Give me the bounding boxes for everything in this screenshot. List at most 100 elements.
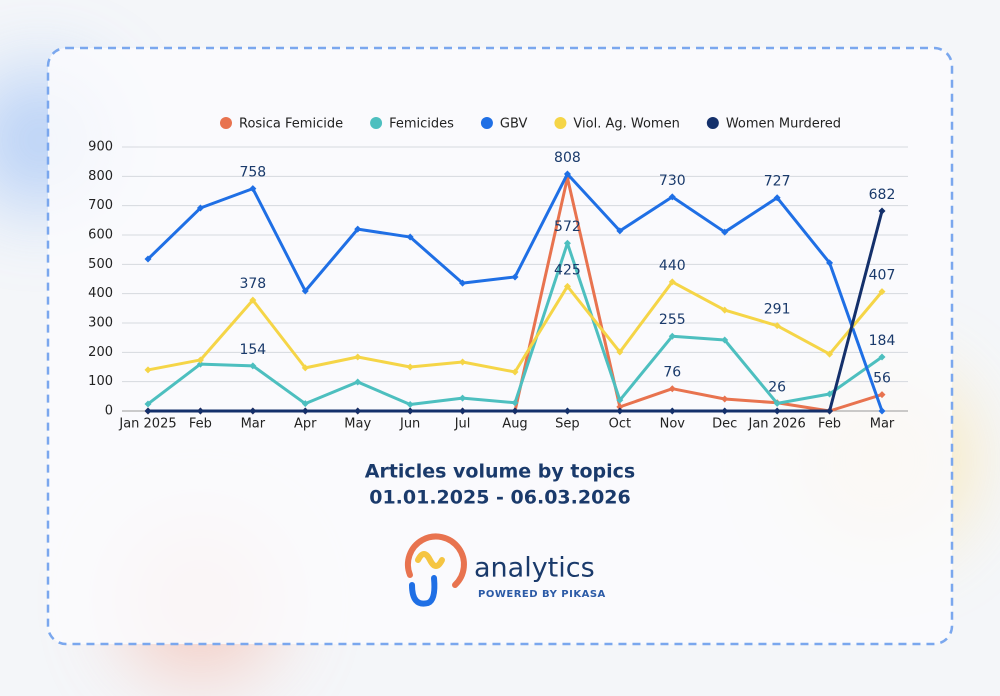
y-tick-label: 0 [105, 404, 113, 419]
point-marker [354, 378, 362, 386]
point-marker [249, 407, 257, 415]
x-tick-label: Jan 2026 [748, 417, 806, 432]
point-marker [773, 194, 781, 202]
point-marker [511, 407, 519, 415]
point-marker [354, 353, 362, 361]
legend-marker [220, 117, 232, 129]
point-marker [668, 385, 676, 393]
chart-title: Articles volume by topics [365, 461, 635, 483]
point-marker [616, 403, 624, 411]
point-marker [773, 322, 781, 330]
point-marker [406, 407, 414, 415]
point-marker [721, 395, 729, 403]
x-tick-label: Apr [294, 417, 317, 432]
logo-icon [405, 533, 467, 607]
x-tick-label: Jun [399, 417, 420, 432]
x-tick-label: Feb [818, 417, 841, 432]
data-label: 425 [554, 262, 581, 278]
data-label: 808 [554, 150, 581, 166]
point-marker [826, 259, 834, 267]
point-marker [616, 348, 624, 356]
logo-tagline: POWERED BY PIKASA [478, 589, 606, 600]
point-marker [826, 407, 834, 415]
point-marker [196, 204, 204, 212]
point-marker [721, 306, 729, 314]
point-marker [511, 273, 519, 281]
data-label: 682 [869, 187, 896, 203]
x-tick-label: Mar [241, 417, 266, 432]
x-tick-label: Oct [609, 417, 631, 432]
point-marker [249, 296, 257, 304]
logo-name: analytics [474, 553, 595, 584]
point-marker [773, 399, 781, 407]
x-tick-label: Mar [870, 417, 895, 432]
point-marker [301, 287, 309, 295]
x-tick-label: May [344, 417, 371, 432]
data-label: 291 [764, 302, 791, 318]
data-label: 56 [873, 371, 891, 387]
y-tick-label: 400 [88, 286, 113, 301]
point-marker [616, 396, 624, 404]
x-tick-label: Feb [189, 417, 212, 432]
data-label: 440 [659, 258, 686, 274]
legend-label: Rosica Femicide [239, 117, 343, 132]
data-label: 572 [554, 219, 581, 235]
card [46, 46, 954, 646]
point-marker [563, 407, 571, 415]
x-tick-label: Dec [712, 417, 737, 432]
point-marker [301, 364, 309, 372]
point-marker [878, 391, 886, 399]
legend-marker [706, 117, 719, 129]
point-marker [459, 358, 467, 366]
data-label: 76 [663, 365, 681, 381]
x-tick-label: Jul [454, 417, 471, 432]
point-marker [668, 332, 676, 340]
point-marker [511, 399, 519, 407]
point-marker [878, 407, 886, 415]
point-marker [563, 282, 571, 290]
legend-label: Women Murdered [726, 117, 841, 132]
x-tick-label: Sep [555, 417, 580, 432]
data-label: 407 [869, 268, 896, 284]
point-marker [878, 207, 886, 215]
data-label: 730 [659, 173, 686, 189]
y-tick-label: 800 [88, 169, 113, 184]
legend-label: Femicides [389, 117, 454, 132]
y-tick-label: 700 [88, 198, 113, 213]
data-label: 378 [239, 276, 266, 292]
chart-subtitle: 01.01.2025 - 06.03.2026 [369, 487, 631, 509]
point-marker [826, 350, 834, 358]
point-marker [406, 363, 414, 371]
point-marker [249, 185, 257, 193]
data-label: 26 [768, 379, 786, 395]
data-label: 727 [764, 174, 791, 190]
y-tick-label: 200 [88, 345, 113, 360]
point-marker [354, 225, 362, 233]
data-label: 758 [239, 165, 266, 181]
point-marker [196, 356, 204, 364]
y-tick-label: 900 [88, 140, 113, 155]
point-marker [459, 279, 467, 287]
point-marker [511, 368, 519, 376]
legend-marker [370, 117, 383, 129]
point-marker [144, 366, 152, 374]
point-marker [616, 407, 624, 415]
point-marker [721, 228, 729, 236]
point-marker [249, 362, 257, 370]
y-tick-label: 600 [88, 228, 113, 243]
point-marker [459, 394, 467, 402]
point-marker [144, 407, 152, 415]
point-marker [563, 170, 571, 178]
point-marker [878, 353, 886, 361]
point-marker [773, 407, 781, 415]
point-marker [668, 278, 676, 286]
point-marker [196, 360, 204, 368]
point-marker [406, 401, 414, 409]
point-marker [616, 227, 624, 235]
point-marker [721, 407, 729, 415]
legend-marker [480, 117, 493, 129]
x-tick-label: Nov [660, 417, 686, 432]
point-marker [301, 407, 309, 415]
data-label: 184 [869, 333, 896, 349]
